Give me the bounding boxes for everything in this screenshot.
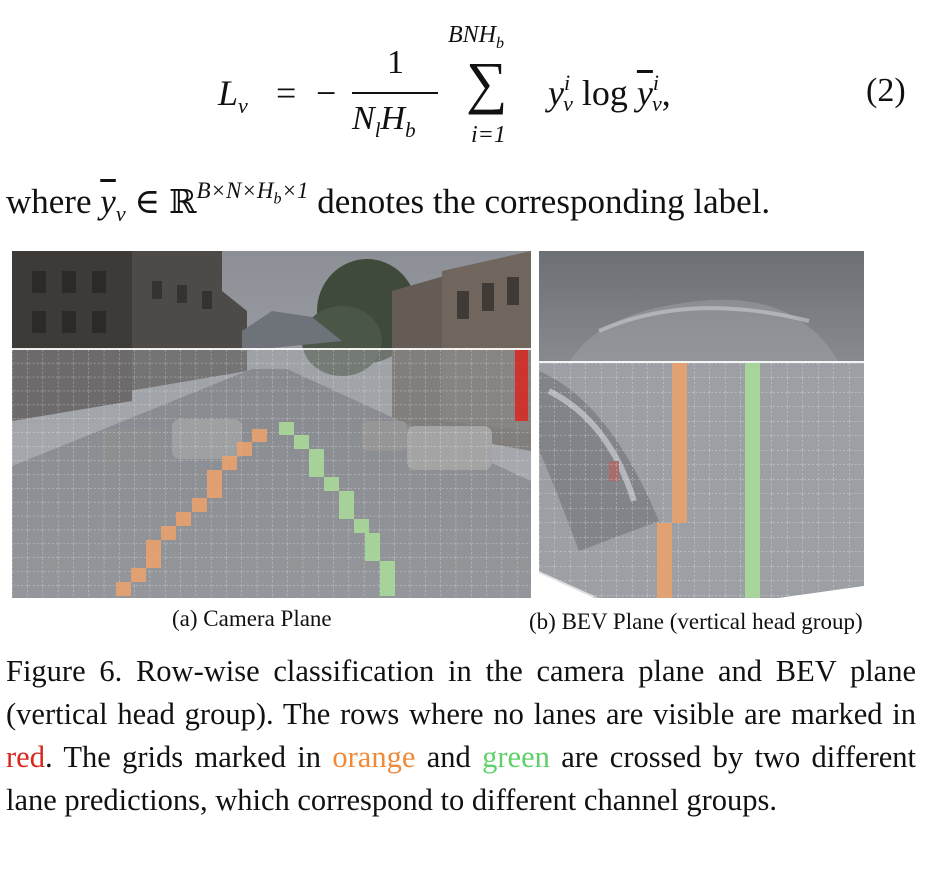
fraction-numerator: 1 <box>387 44 404 81</box>
equation-2: Lv = − 1 NlHb BNHb ∑ i=1 yiv log yiv, (2… <box>0 22 933 154</box>
equation-number: (2) <box>866 72 906 109</box>
bev-plane-image <box>539 251 864 598</box>
where-line: where yv ∈ ℝB×N×Hb×1 denotes the corresp… <box>6 178 771 226</box>
caption-bev-plane: (b) BEV Plane (vertical head group) <box>529 609 863 634</box>
figure-caption: Figure 6. Row-wise classification in the… <box>6 654 917 817</box>
summation-symbol: ∑ <box>466 50 508 115</box>
camera-plane-image <box>12 251 531 598</box>
summation-term: yiv log yiv, <box>548 70 671 116</box>
equation-lhs: Lv <box>218 73 248 119</box>
caption-green-word: green <box>482 740 550 774</box>
equals-sign: = <box>276 73 297 113</box>
sum-lower-limit: i=1 <box>471 122 506 148</box>
sum-upper-limit: BNHb <box>448 22 504 52</box>
fraction-bar <box>352 92 438 94</box>
caption-orange-word: orange <box>332 740 416 774</box>
caption-camera-plane: (a) Camera Plane <box>172 606 332 631</box>
fraction-denominator: NlHb <box>352 100 416 142</box>
caption-red-word: red <box>6 740 45 774</box>
minus-sign: − <box>316 73 337 113</box>
